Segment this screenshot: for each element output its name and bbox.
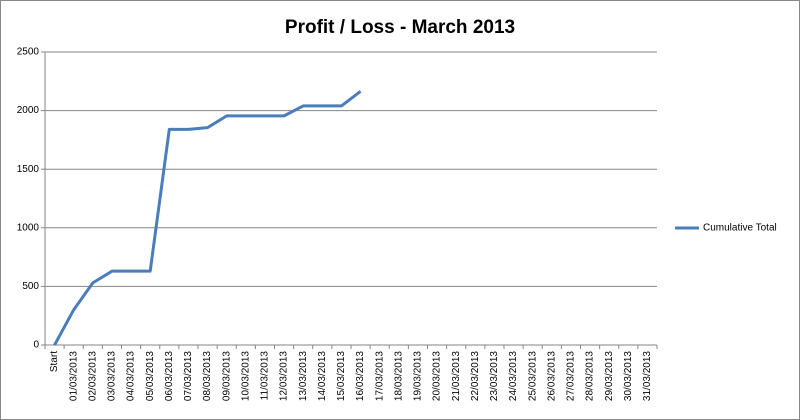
chart-title: Profit / Loss - March 2013 <box>285 17 515 38</box>
x-tick-label: 12/03/2013 <box>279 351 290 401</box>
x-tick-label: 23/03/2013 <box>489 351 500 401</box>
x-tick-label: 10/03/2013 <box>240 351 251 401</box>
y-tick-label: 2000 <box>17 105 40 116</box>
y-tick-label: 1500 <box>17 164 40 175</box>
x-tick-label: 02/03/2013 <box>87 351 98 401</box>
x-tick-label: 08/03/2013 <box>202 351 213 401</box>
legend-label: Cumulative Total <box>703 223 777 234</box>
x-tick-label: 25/03/2013 <box>527 351 538 401</box>
x-tick-label: 30/03/2013 <box>623 351 634 401</box>
x-tick-label: 17/03/2013 <box>374 351 385 401</box>
x-tick-label: 28/03/2013 <box>585 351 596 401</box>
x-tick-label: 20/03/2013 <box>432 351 443 401</box>
x-tick-label: 14/03/2013 <box>317 351 328 401</box>
data-line <box>53 90 362 346</box>
x-tick-label: 18/03/2013 <box>393 351 404 401</box>
x-tick-label: 13/03/2013 <box>298 351 309 401</box>
x-tick-label: 16/03/2013 <box>355 351 366 401</box>
x-tick-label: 19/03/2013 <box>413 351 424 401</box>
x-tick-label: 22/03/2013 <box>470 351 481 401</box>
y-tick-label: 500 <box>22 281 39 292</box>
y-tick-label: 0 <box>33 340 39 351</box>
x-tick-label: 21/03/2013 <box>451 351 462 401</box>
y-tick-label: 2500 <box>17 47 40 58</box>
x-tick-label: 15/03/2013 <box>336 351 347 401</box>
x-tick-label: 05/03/2013 <box>145 351 156 401</box>
x-tick-label: 31/03/2013 <box>642 351 653 401</box>
x-tick-label: 26/03/2013 <box>546 351 557 401</box>
x-tick-label: Start <box>49 351 60 372</box>
y-tick-label: 1000 <box>17 222 40 233</box>
x-tick-label: 03/03/2013 <box>107 351 118 401</box>
x-tick-label: 24/03/2013 <box>508 351 519 401</box>
x-tick-label: 07/03/2013 <box>183 351 194 401</box>
x-tick-label: 11/03/2013 <box>260 351 271 401</box>
x-tick-label: 01/03/2013 <box>68 351 79 401</box>
x-tick-label: 29/03/2013 <box>604 351 615 401</box>
x-tick-label: 04/03/2013 <box>126 351 137 401</box>
x-tick-label: 06/03/2013 <box>164 351 175 401</box>
x-tick-label: 09/03/2013 <box>221 351 232 401</box>
x-tick-label: 27/03/2013 <box>566 351 577 401</box>
